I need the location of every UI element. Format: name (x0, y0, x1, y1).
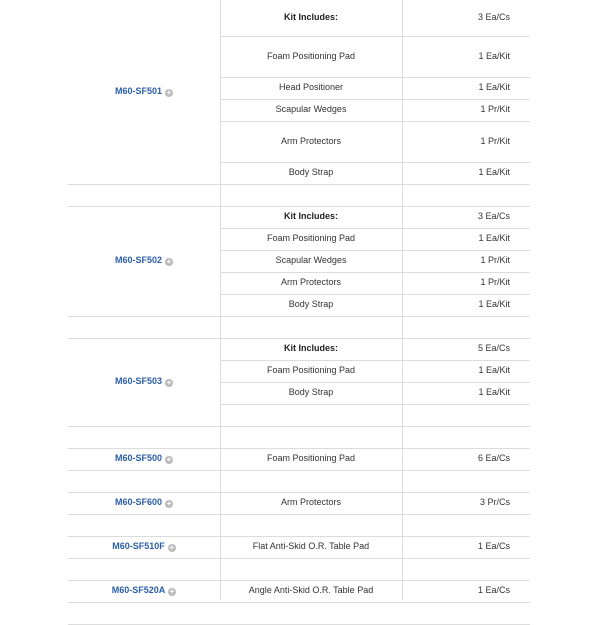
group-divider (68, 316, 530, 317)
item-name: Body Strap (288, 167, 334, 177)
item-quantity: 1 Ea/Kit (478, 299, 510, 309)
item-name: Body Strap (288, 387, 334, 397)
row-divider (220, 294, 530, 295)
group-divider (68, 448, 530, 449)
row-divider (220, 121, 530, 122)
row-divider (220, 382, 530, 383)
sku-text[interactable]: M60-SF501 (114, 86, 163, 96)
group-divider (68, 492, 530, 493)
group-divider (68, 580, 530, 581)
group-divider (68, 206, 530, 207)
kit-includes-label: Kit Includes: (283, 343, 338, 353)
item-name: Foam Positioning Pad (266, 453, 356, 463)
sku-text[interactable]: M60-SF502 (114, 255, 163, 265)
item-name: Scapular Wedges (275, 104, 347, 114)
sku-link[interactable]: M60-SF500 + (68, 453, 220, 464)
row-divider (220, 162, 530, 163)
item-name: Arm Protectors (280, 277, 341, 287)
plus-circle-icon[interactable]: + (165, 378, 174, 387)
group-divider (68, 426, 530, 427)
row-divider (220, 99, 530, 100)
column-divider (220, 0, 221, 600)
item-quantity: 1 Ea/Kit (478, 387, 510, 397)
sku-text[interactable]: M60-SF600 (114, 497, 163, 507)
sku-text[interactable]: M60-SF520A (111, 585, 166, 595)
row-divider (220, 36, 530, 37)
item-quantity: 1 Ea/Kit (478, 167, 510, 177)
sku-text[interactable]: M60-SF500 (114, 453, 163, 463)
item-name: Flat Anti-Skid O.R. Table Pad (252, 541, 370, 551)
item-quantity: 1 Ea/Kit (478, 82, 510, 92)
item-quantity: 1 Ea/Kit (478, 50, 510, 61)
sku-link[interactable]: M60-SF502 + (68, 255, 220, 266)
group-divider (68, 470, 530, 471)
item-quantity: 1 Ea/Cs (477, 541, 510, 551)
item-quantity: 3 Pr/Cs (479, 497, 510, 507)
sku-link[interactable]: M60-SF520A + (68, 585, 220, 596)
plus-circle-icon[interactable]: + (165, 257, 174, 266)
group-divider (68, 514, 530, 515)
kit-includes-label: Kit Includes: (283, 211, 338, 221)
item-quantity: 1 Pr/Kit (480, 277, 510, 287)
kit-includes-label: Kit Includes: (283, 12, 338, 22)
item-name: Foam Positioning Pad (266, 365, 356, 375)
item-name: Arm Protectors (280, 135, 341, 146)
row-divider (220, 360, 530, 361)
plus-circle-icon[interactable]: + (165, 455, 174, 464)
sku-link[interactable]: M60-SF600 + (68, 497, 220, 508)
sku-text[interactable]: M60-SF503 (114, 376, 163, 386)
item-quantity: 1 Pr/Kit (480, 135, 510, 146)
item-name: Arm Protectors (280, 497, 341, 507)
item-quantity: 1 Ea/Kit (478, 365, 510, 375)
row-divider (220, 77, 530, 78)
sku-link[interactable]: M60-SF503 + (68, 376, 220, 387)
row-divider (220, 228, 530, 229)
plus-circle-icon[interactable]: + (168, 587, 177, 596)
item-quantity: 6 Ea/Cs (477, 453, 510, 463)
plus-circle-icon[interactable]: + (165, 88, 174, 97)
item-name: Foam Positioning Pad (266, 233, 356, 243)
item-name: Angle Anti-Skid O.R. Table Pad (248, 585, 374, 595)
item-quantity: 5 Ea/Cs (477, 343, 510, 353)
row-divider (220, 272, 530, 273)
group-divider (68, 558, 530, 559)
sku-link[interactable]: M60-SF510F + (68, 541, 220, 552)
item-name: Head Positioner (278, 82, 344, 92)
item-quantity: 1 Ea/Cs (477, 585, 510, 595)
item-quantity: 1 Pr/Kit (480, 104, 510, 114)
column-divider (402, 0, 403, 600)
item-quantity: 3 Ea/Cs (477, 211, 510, 221)
group-divider (68, 184, 530, 185)
plus-circle-icon[interactable]: + (165, 499, 174, 508)
group-divider (68, 536, 530, 537)
item-name: Body Strap (288, 299, 334, 309)
group-divider (68, 338, 530, 339)
group-divider (68, 602, 530, 603)
item-quantity: 1 Ea/Kit (478, 233, 510, 243)
plus-circle-icon[interactable]: + (167, 543, 176, 552)
item-name: Scapular Wedges (275, 255, 347, 265)
item-quantity: 3 Ea/Cs (477, 12, 510, 22)
sku-text[interactable]: M60-SF510F (112, 541, 165, 551)
sku-link[interactable]: M60-SF501 + (68, 86, 220, 97)
item-quantity: 1 Pr/Kit (480, 255, 510, 265)
item-name: Foam Positioning Pad (266, 50, 356, 61)
row-divider (220, 250, 530, 251)
row-divider (220, 404, 530, 405)
